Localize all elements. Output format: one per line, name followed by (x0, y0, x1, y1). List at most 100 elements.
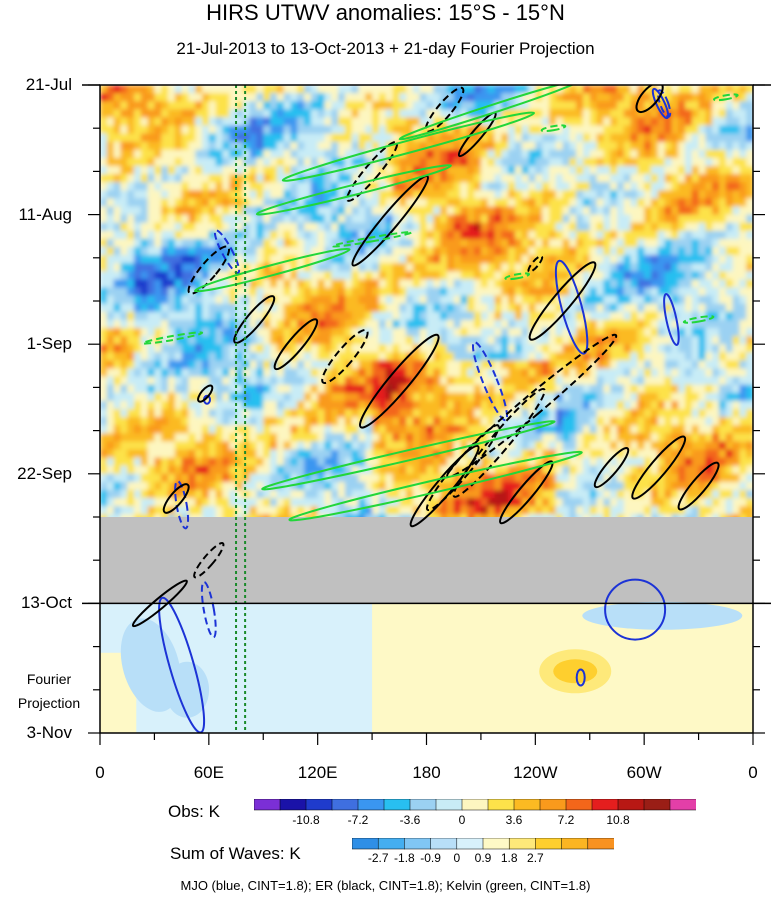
obs-cell (351, 182, 360, 192)
obs-cell (542, 133, 550, 143)
obs-cell (344, 174, 353, 183)
obs-cell (460, 238, 469, 248)
obs-cell (154, 117, 163, 127)
obs-cell (637, 376, 645, 386)
obs-cell (603, 247, 611, 256)
obs-cell (691, 368, 700, 378)
obs-cell (263, 417, 271, 426)
obs-cell (412, 141, 421, 151)
obs-cell (174, 441, 183, 451)
obs-cell (494, 141, 503, 151)
obs-cell (596, 149, 605, 159)
obs-cell (276, 319, 285, 329)
obs-cell (338, 384, 346, 394)
obs-cell (385, 125, 394, 135)
obs-cell (236, 157, 244, 167)
obs-cell (582, 425, 591, 435)
obs-cell (678, 101, 686, 111)
obs-cell (644, 457, 652, 467)
obs-cell (576, 149, 584, 159)
obs-cell (623, 157, 632, 167)
obs-cell (249, 198, 258, 208)
obs-cell (372, 85, 380, 94)
obs-cell (508, 433, 516, 443)
obs-cell (508, 271, 516, 281)
obs-cell (698, 481, 707, 491)
obs-cell (358, 352, 367, 362)
obs-cell (195, 449, 203, 459)
obs-cell (106, 279, 115, 289)
obs-cell (188, 287, 197, 297)
obs-cell (732, 117, 741, 127)
obs-cell (154, 263, 163, 273)
obs-cell (746, 311, 753, 321)
obs-cell (487, 400, 496, 410)
obs-cell (637, 328, 645, 337)
obs-cell (406, 263, 414, 273)
obs-cell (657, 400, 666, 410)
obs-cell (732, 279, 741, 289)
obs-cell (385, 481, 394, 491)
obs-cell (664, 174, 673, 183)
obs-cell (487, 279, 496, 289)
obs-cell (616, 328, 625, 337)
obs-cell (446, 457, 455, 467)
obs-cell (249, 263, 258, 273)
obs-cell (161, 344, 169, 354)
obs-cell (569, 473, 577, 483)
obs-cell (494, 498, 503, 507)
obs-cell (344, 287, 353, 297)
obs-cell (385, 352, 394, 362)
obs-cell (467, 481, 475, 491)
obs-cell (412, 255, 421, 264)
obs-cell (576, 344, 584, 354)
obs-cell (249, 109, 258, 119)
obs-cell (290, 214, 299, 224)
obs-cell (501, 198, 509, 208)
obs-cell (508, 490, 516, 499)
obs-cell (494, 263, 503, 273)
obs-cell (535, 328, 543, 337)
obs-cell (242, 352, 251, 362)
obs-cell (256, 101, 265, 111)
obs-cell (310, 198, 319, 208)
obs-cell (542, 433, 550, 443)
obs-cell (650, 279, 659, 289)
obs-cell (378, 328, 387, 337)
obs-cell (589, 93, 598, 102)
obs-cell (474, 360, 482, 370)
obs-cell (229, 441, 237, 451)
obs-cell (508, 125, 516, 135)
obs-cell (460, 182, 469, 192)
obs-cell (249, 433, 258, 443)
obs-cell (120, 392, 129, 402)
obs-cell (236, 125, 244, 135)
obs-cell (324, 198, 333, 208)
obs-cell (746, 376, 753, 386)
obs-cell (174, 133, 183, 143)
obs-cell (739, 279, 747, 289)
obs-cell (596, 109, 605, 119)
obs-cell (120, 279, 129, 289)
obs-cell (202, 141, 210, 151)
obs-cell (589, 473, 598, 483)
obs-cell (637, 157, 645, 167)
obs-cell (746, 328, 753, 337)
obs-cell (705, 465, 713, 475)
obs-cell (582, 400, 591, 410)
obs-cell (630, 279, 639, 289)
obs-cell (501, 498, 509, 507)
obs-cell (671, 279, 679, 289)
obs-cell (453, 157, 462, 167)
obs-cell (487, 498, 496, 507)
obs-cell (718, 230, 727, 240)
obs-cell (705, 238, 713, 248)
obs-cell (467, 141, 475, 151)
obs-cell (746, 109, 753, 119)
obs-cell (582, 141, 591, 151)
obs-cell (174, 182, 183, 192)
obs-cell (297, 279, 305, 289)
obs-cell (616, 109, 625, 119)
obs-cell (535, 392, 543, 402)
obs-cell (147, 287, 156, 297)
